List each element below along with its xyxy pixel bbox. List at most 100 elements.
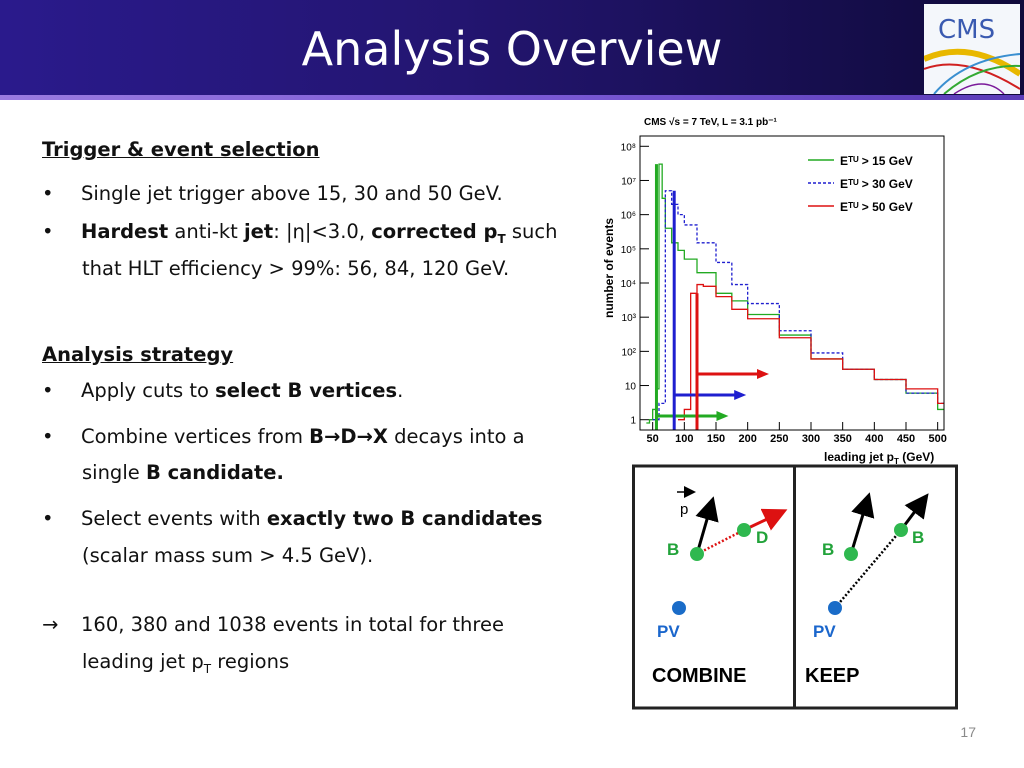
text-run: Select events with: [81, 507, 267, 530]
bullet-two-text: Select events with exactly two B candida…: [81, 507, 543, 531]
text-run: : |η|<3.0,: [273, 220, 372, 243]
text-run: anti-kt: [168, 220, 244, 243]
pv-dot: [672, 601, 686, 615]
bullet-trigger-text: Single jet trigger above 15, 30 and 50 G…: [81, 182, 503, 205]
legend-label: Eᵀᵁ > 30 GeV: [840, 177, 913, 191]
x-tick-label: 400: [865, 433, 883, 445]
x-axis-label: leading jet pT (GeV): [824, 450, 934, 466]
series-line: [678, 283, 944, 421]
x-tick-label: 350: [833, 433, 851, 445]
x-tick-label: 200: [738, 433, 756, 445]
bullet-dot: •: [42, 220, 54, 243]
b1-label: B: [822, 540, 834, 559]
text-bold: select B vertices: [215, 379, 398, 402]
y-tick-label: 10⁶: [621, 211, 636, 222]
y-tick-label: 10²: [622, 347, 637, 358]
bullet-combine-text: Combine vertices from B→D→X decays into …: [81, 425, 525, 449]
text-run: such: [505, 220, 558, 243]
text-run: decays into a: [387, 425, 525, 448]
d-vertex-dot: [737, 523, 751, 537]
x-tick-label: 500: [928, 433, 946, 445]
b-to-d-dotted-link: [696, 528, 745, 556]
text-subscript: T: [203, 661, 212, 676]
keep-pv-label: PV: [813, 622, 836, 641]
plot-frame: [639, 135, 945, 431]
text-run: regions: [211, 650, 290, 673]
x-axis-label-unit: (GeV): [899, 450, 934, 464]
b2-vertex-dot: [894, 523, 908, 537]
cms-logo-graphic: CMS: [924, 4, 1020, 94]
text-bold: B candidate.: [145, 461, 284, 484]
pv-label: PV: [657, 622, 680, 641]
x-tick-label: 450: [897, 433, 915, 445]
result-line2: leading jet pT regions: [82, 650, 289, 681]
bullet-dot: •: [42, 507, 54, 530]
pv-to-b-dotted-link: [834, 529, 902, 609]
section-heading-trigger: Trigger & event selection: [42, 138, 320, 161]
text-bold: B→D→X: [309, 425, 388, 448]
title-bar: [0, 0, 1024, 100]
d-label: D: [756, 528, 768, 547]
text-bold: exactly two B candidates: [266, 507, 543, 530]
bullet-two-line2: (scalar mass sum > 4.5 GeV).: [82, 544, 374, 567]
combine-label: COMBINE: [652, 665, 746, 687]
y-tick-label: 10⁵: [621, 245, 636, 256]
vertex-schematic-graphic: p B D PV COMBINE B B PV KEEP: [632, 464, 958, 710]
b-vertex-dot: [690, 547, 704, 561]
cms-logo-text: CMS: [938, 15, 995, 45]
text-run: leading jet p: [82, 650, 204, 673]
text-bold: jet: [243, 220, 274, 243]
momentum-label: p: [680, 501, 688, 518]
bullet-dot: •: [42, 425, 54, 448]
x-tick-label: 150: [707, 433, 725, 445]
text-bold: Hardest: [81, 220, 169, 243]
text-run: Combine vertices from: [81, 425, 310, 448]
text-run: single: [82, 461, 146, 484]
plot-header: CMS √s = 7 TeV, L = 3.1 pb⁻¹: [644, 117, 778, 128]
keep-pv-dot: [828, 601, 842, 615]
vertex-schematic: p B D PV COMBINE B B PV KEEP: [632, 464, 958, 710]
y-tick-label: 10³: [622, 313, 637, 324]
legend-label: Eᵀᵁ > 50 GeV: [840, 200, 913, 214]
b-label: B: [667, 540, 679, 559]
threshold-arrow-head: [734, 390, 747, 400]
y-tick-label: 1: [630, 416, 636, 427]
x-axis-label-text: leading jet p: [824, 450, 894, 464]
text-run: Apply cuts to: [81, 379, 216, 402]
bullet-jet-text: Hardest anti-kt jet: |η|<3.0, corrected …: [81, 220, 557, 251]
jet-pt-histogram: CMS √s = 7 TeV, L = 3.1 pb⁻¹ number of e…: [598, 108, 954, 470]
result-text: 160, 380 and 1038 events in total for th…: [81, 613, 505, 636]
bullet-select-text: Apply cuts to select B vertices.: [81, 379, 403, 403]
threshold-arrow-head: [757, 369, 769, 379]
b1-flight-arrow-icon: [849, 492, 875, 555]
b1-vertex-dot: [844, 547, 858, 561]
y-axis-label: number of events: [602, 218, 616, 318]
x-tick-label: 50: [647, 433, 659, 445]
y-tick-label: 10: [625, 382, 637, 393]
section-heading-strategy: Analysis strategy: [42, 343, 234, 366]
d-flight-arrow-icon: [743, 508, 788, 532]
x-tick-label: 300: [802, 433, 820, 445]
b2-label: B: [912, 528, 924, 547]
y-tick-label: 10⁴: [621, 279, 636, 290]
threshold-arrow-head: [716, 411, 729, 421]
x-tick-label: 250: [770, 433, 788, 445]
bullet-dot: •: [42, 182, 54, 205]
text-run: .: [397, 379, 404, 402]
bullet-dot: •: [42, 379, 54, 402]
keep-box: [793, 464, 958, 710]
right-arrow-icon: →: [42, 613, 59, 636]
keep-label: KEEP: [805, 665, 859, 687]
legend-label: Eᵀᵁ > 15 GeV: [840, 154, 913, 168]
jet-pt-plot: CMS √s = 7 TeV, L = 3.1 pb⁻¹ number of e…: [598, 108, 954, 470]
b-flight-arrow-icon: [695, 496, 719, 555]
y-tick-label: 10⁸: [621, 142, 636, 153]
y-tick-label: 10⁷: [621, 176, 636, 187]
x-tick-label: 100: [675, 433, 693, 445]
cms-logo: CMS: [924, 4, 1020, 94]
x-axis-label-sub: T: [894, 457, 899, 466]
bullet-jet-line2: that HLT efficiency > 99%: 56, 84, 120 G…: [82, 257, 510, 280]
text-bold: corrected p: [371, 220, 498, 243]
text-subscript: T: [497, 231, 506, 246]
page-number: 17: [960, 724, 976, 740]
